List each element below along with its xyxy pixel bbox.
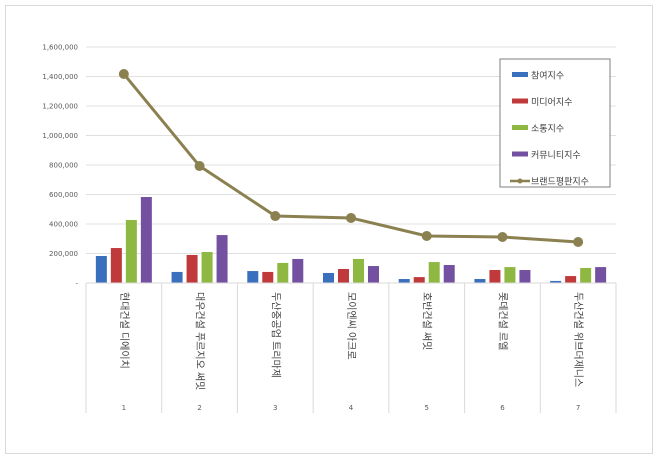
bar-2-7 xyxy=(565,276,577,283)
bar-3-3 xyxy=(277,262,289,283)
bar-3-1 xyxy=(125,220,137,283)
category-name: 두산중공업 트리마제 xyxy=(269,292,282,378)
category-name: 모이엔씨 아크로 xyxy=(345,292,357,360)
y-tick-label: 200,000 xyxy=(49,250,78,258)
bar-1-6 xyxy=(474,279,486,283)
category-number: 5 xyxy=(424,404,428,412)
y-tick-label: 800,000 xyxy=(49,162,78,170)
bar-1-4 xyxy=(323,272,334,283)
brand-index-point-3 xyxy=(270,211,281,222)
category-number: 1 xyxy=(122,404,126,412)
bar-3-2 xyxy=(201,252,213,283)
y-tick-label: 1,600,000 xyxy=(42,44,78,52)
brand-index-point-4 xyxy=(346,212,356,223)
legend-label: 참여지수 xyxy=(531,70,564,82)
legend-marker xyxy=(517,178,523,184)
bar-1-7 xyxy=(550,280,562,283)
brand-index-point-6 xyxy=(497,231,508,242)
bar-1-3 xyxy=(247,271,259,283)
legend-swatch xyxy=(512,151,528,157)
bar-2-4 xyxy=(338,268,349,283)
category-name: 호반건설 써밋 xyxy=(421,292,433,350)
category-number: 4 xyxy=(349,404,354,412)
bar-1-2 xyxy=(171,271,183,283)
category-name: 대우건설 푸르지오 써밋 xyxy=(194,292,206,390)
legend-swatch xyxy=(512,98,528,104)
category-number: 2 xyxy=(197,404,201,412)
bar-4-7 xyxy=(595,267,607,283)
brand-index-point-2 xyxy=(194,161,205,172)
y-tick-label: 400,000 xyxy=(49,221,78,229)
bar-4-5 xyxy=(443,265,455,283)
chart-frame xyxy=(5,5,653,454)
category-number: 6 xyxy=(500,404,505,412)
legend-swatch xyxy=(512,72,528,77)
y-tick-label: - xyxy=(75,280,78,288)
bar-3-7 xyxy=(580,267,592,283)
bar-2-6 xyxy=(489,270,501,283)
bar-2-2 xyxy=(186,254,198,283)
y-tick-label: 1,200,000 xyxy=(42,103,78,111)
bar-3-5 xyxy=(428,262,440,283)
category-number: 3 xyxy=(273,404,277,412)
legend-label: 커뮤니티지수 xyxy=(531,150,581,161)
bar-2-1 xyxy=(110,248,122,283)
y-tick-label: 1,400,000 xyxy=(42,73,78,81)
bar-3-4 xyxy=(353,258,364,283)
bar-4-2 xyxy=(216,235,228,283)
legend-box xyxy=(499,58,611,188)
bar-2-3 xyxy=(262,271,274,283)
bar-4-1 xyxy=(140,197,152,283)
category-name: 현대건설 디에이치 xyxy=(118,292,130,369)
y-tick-label: 600,000 xyxy=(49,191,78,199)
bar-1-1 xyxy=(95,256,107,283)
legend-label: 브랜드평판지수 xyxy=(531,177,589,188)
legend-label: 미디어지수 xyxy=(531,97,572,108)
legend-swatch xyxy=(512,125,528,130)
brand-index-point-1 xyxy=(118,68,129,79)
brand-index-point-7 xyxy=(573,236,584,247)
bar-4-4 xyxy=(368,266,379,283)
bar-4-3 xyxy=(292,258,304,283)
category-number: 7 xyxy=(576,404,580,412)
category-name: 두산건설 위브더제니스 xyxy=(572,292,585,387)
category-name: 롯데건설 르엘 xyxy=(496,292,509,350)
bar-1-5 xyxy=(398,279,410,283)
bar-3-6 xyxy=(504,267,516,283)
bar-4-6 xyxy=(519,270,531,283)
brand-index-point-5 xyxy=(421,230,432,241)
y-tick-label: 1,000,000 xyxy=(42,132,78,140)
legend-label: 소통지수 xyxy=(531,124,564,135)
bar-2-5 xyxy=(413,277,425,283)
